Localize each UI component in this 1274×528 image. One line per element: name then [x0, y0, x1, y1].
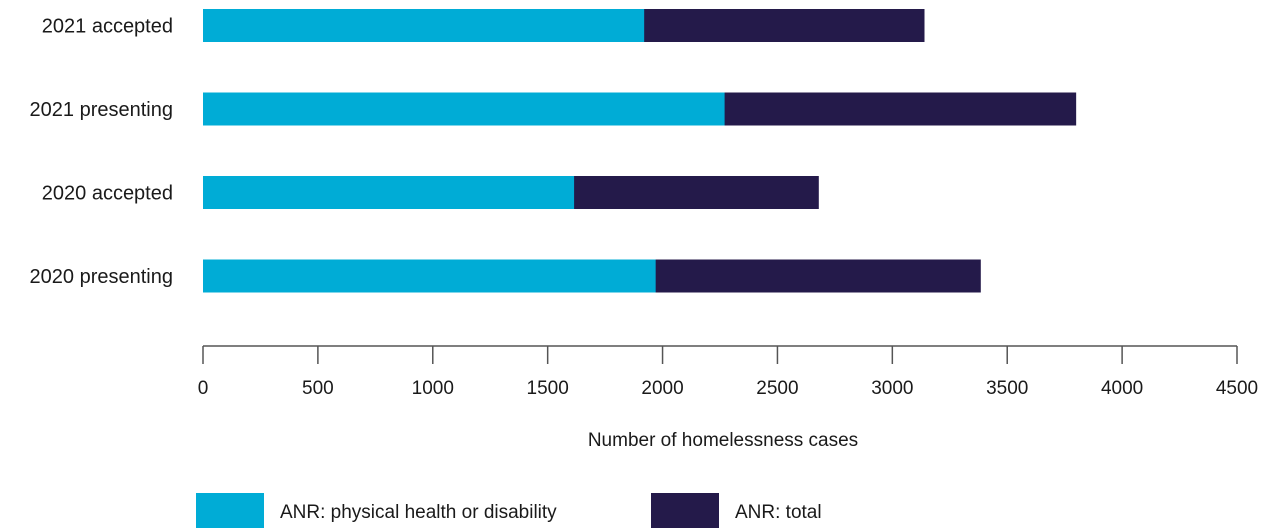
x-tick-label: 3500 — [986, 378, 1028, 399]
x-tick-label: 0 — [198, 378, 209, 399]
x-tick-label: 500 — [302, 378, 334, 399]
category-labels: 2021 accepted 2021 presenting 2020 accepte… — [30, 16, 173, 289]
legend-swatch-0 — [196, 493, 264, 528]
bars-group — [203, 9, 1077, 293]
legend: ANR: physical health or disability ANR: t… — [196, 493, 822, 528]
x-axis-title: Number of homelessness cases — [588, 430, 858, 451]
x-tick-label: 1500 — [527, 378, 569, 399]
category-label: 2021 presenting — [30, 99, 173, 121]
bar-physical-health-0 — [203, 9, 645, 42]
bar-physical-health-1 — [203, 92, 725, 126]
category-label: 2021 accepted — [42, 16, 173, 38]
x-tick-label: 4500 — [1216, 378, 1258, 399]
x-axis-ticks: 0 500 1000 1500 2000 2500 3000 3500 4000 4500 — [198, 346, 1258, 399]
category-label: 2020 accepted — [42, 183, 173, 205]
x-tick-label: 4000 — [1101, 378, 1143, 399]
bar-physical-health-2 — [203, 176, 575, 209]
x-tick-label: 2500 — [756, 378, 798, 399]
x-tick-label: 2000 — [641, 378, 683, 399]
bar-physical-health-3 — [203, 259, 656, 293]
legend-label-1: ANR: total — [735, 502, 822, 523]
legend-swatch-1 — [651, 493, 719, 528]
x-tick-label: 3000 — [871, 378, 913, 399]
category-label: 2020 presenting — [30, 266, 173, 288]
legend-label-0: ANR: physical health or disability — [280, 502, 557, 523]
x-tick-label: 1000 — [412, 378, 454, 399]
